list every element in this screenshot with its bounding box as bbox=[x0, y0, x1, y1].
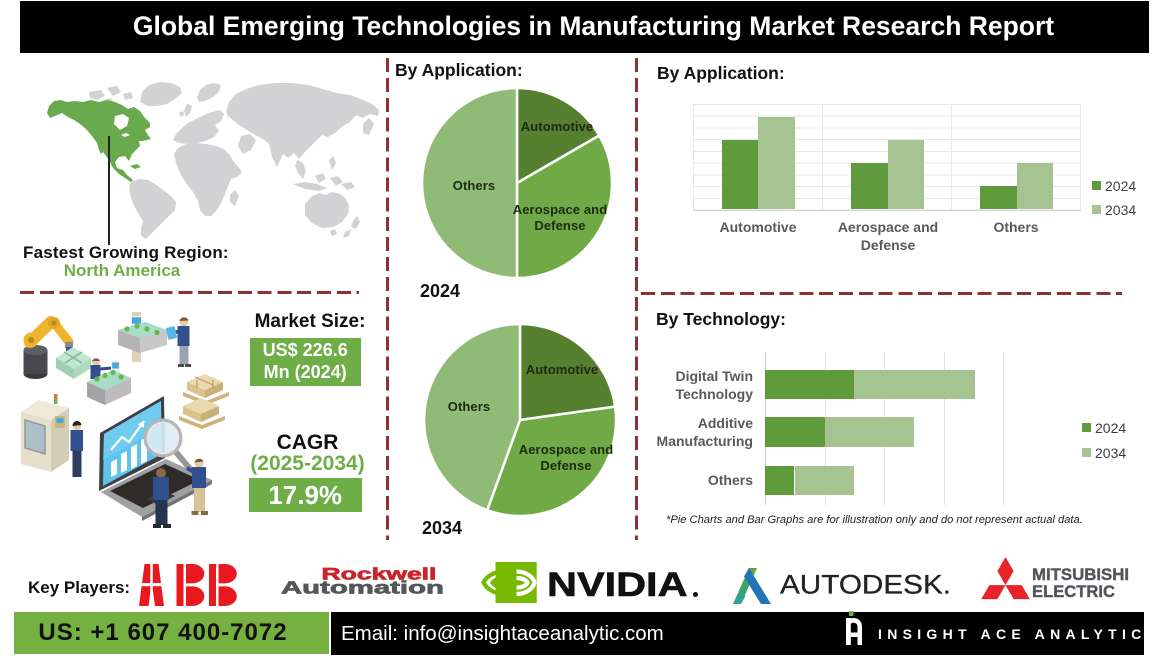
svg-text:Rockwell: Rockwell bbox=[322, 564, 437, 583]
svg-text:ELECTRIC: ELECTRIC bbox=[1032, 583, 1115, 601]
svg-text:AUTODESK.: AUTODESK. bbox=[780, 569, 951, 599]
svg-text:MITSUBISHI: MITSUBISHI bbox=[1032, 566, 1129, 584]
svg-text:Automation: Automation bbox=[281, 578, 444, 598]
svg-text:NVIDIA: NVIDIA bbox=[547, 566, 688, 604]
